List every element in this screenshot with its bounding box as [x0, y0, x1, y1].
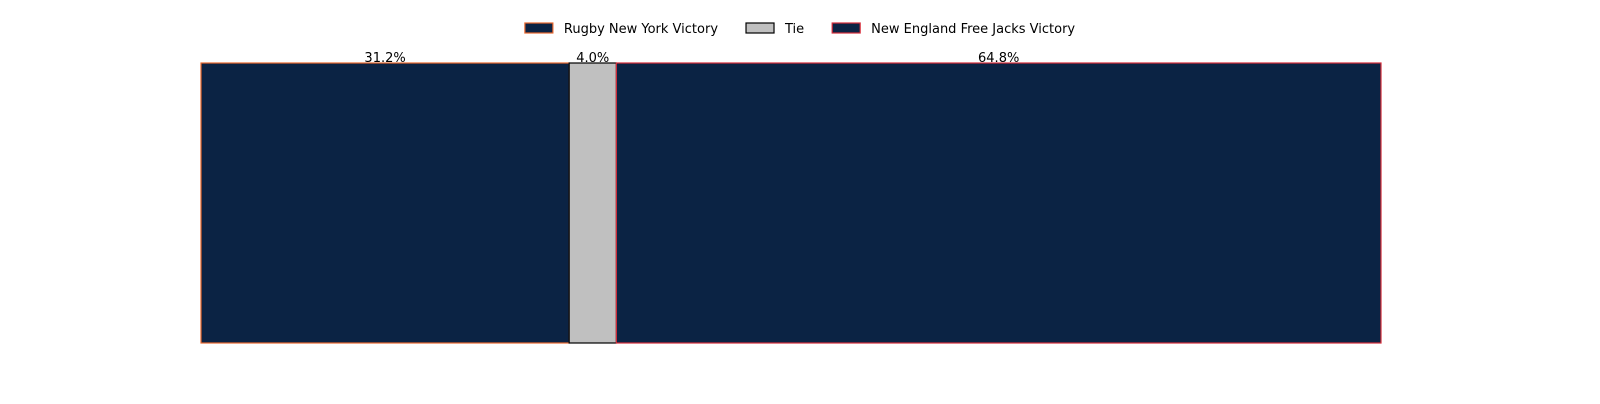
legend-entry-new-england: New England Free Jacks Victory [831, 22, 1075, 37]
bar-segment-tie [568, 62, 617, 344]
legend: Rugby New York Victory Tie New England F… [524, 22, 1075, 37]
bar-segment-new-england [615, 62, 1382, 344]
data-label-tie: 4.0% [576, 51, 609, 66]
legend-swatch-tie [745, 22, 775, 34]
stacked-bar [200, 62, 1382, 344]
data-label-rugby-new-york: 31.2% [364, 51, 405, 66]
legend-label-new-england: New England Free Jacks Victory [871, 22, 1075, 37]
data-labels: 31.2% 4.0% 64.8% [364, 51, 1019, 66]
data-label-new-england: 64.8% [978, 51, 1019, 66]
legend-entry-tie: Tie [745, 22, 804, 37]
legend-swatch-rugby-new-york [524, 22, 554, 34]
legend-label-rugby-new-york: Rugby New York Victory [564, 22, 718, 37]
legend-entry-rugby-new-york: Rugby New York Victory [524, 22, 718, 37]
bar-segment-rugby-new-york [200, 62, 570, 344]
legend-label-tie: Tie [784, 22, 804, 37]
legend-swatch-new-england [831, 22, 861, 34]
